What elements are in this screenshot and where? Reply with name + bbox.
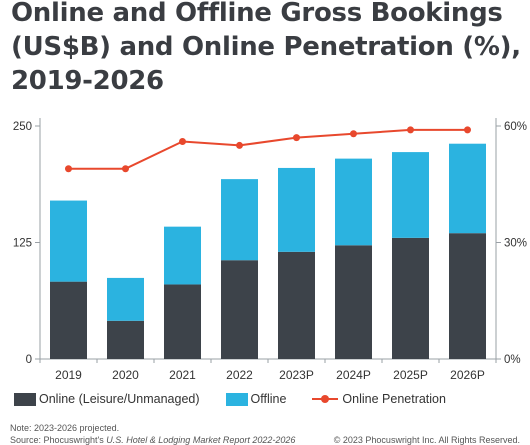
penetration-point xyxy=(350,130,357,138)
penetration-point xyxy=(122,165,129,173)
legend-swatch-offline xyxy=(225,392,248,406)
legend-item-penetration: Online Penetration xyxy=(312,392,446,406)
x-tick-label: 2021 xyxy=(169,368,196,382)
copyright: © 2023 Phocuswright Inc. All Rights Rese… xyxy=(333,435,520,445)
bar-offline xyxy=(107,277,144,321)
source: Source: Phocuswright's U.S. Hotel & Lodg… xyxy=(10,435,295,445)
legend-item-online: Online (Leisure/Unmanaged) xyxy=(14,392,200,406)
bar-online xyxy=(278,251,315,359)
x-tick-label: 2019 xyxy=(55,368,82,382)
legend-item-offline: Offline xyxy=(225,392,287,406)
legend-swatch-penetration xyxy=(312,393,339,405)
bar-offline xyxy=(221,179,258,261)
penetration-point xyxy=(293,134,300,142)
bar-offline xyxy=(449,143,486,234)
bar-online xyxy=(449,233,486,359)
y2-tick-label: 30% xyxy=(504,238,527,250)
bar-online xyxy=(392,237,429,359)
source-title: U.S. Hotel & Lodging Market Report 2022-… xyxy=(106,435,296,445)
axes xyxy=(35,118,501,363)
x-tick-label: 2023P xyxy=(279,368,314,382)
penetration-point xyxy=(65,165,72,173)
bar-offline xyxy=(335,158,372,246)
legend-label-penetration: Online Penetration xyxy=(342,392,446,406)
legend-swatch-online xyxy=(14,392,36,406)
penetration-point xyxy=(407,126,414,134)
penetration-point xyxy=(464,126,471,134)
penetration-line xyxy=(65,126,471,173)
bar-online xyxy=(221,260,258,359)
legend-label-online: Online (Leisure/Unmanaged) xyxy=(39,392,200,406)
bar-offline xyxy=(278,167,315,252)
bars xyxy=(50,143,486,359)
y2-tick-label: 0% xyxy=(504,354,521,366)
penetration-point xyxy=(179,138,186,146)
legend: Online (Leisure/Unmanaged) Offline Onlin… xyxy=(14,392,524,406)
bar-online xyxy=(50,281,87,359)
source-prefix: Source: Phocuswright's xyxy=(10,435,107,445)
chart: 0 125 250 0% 30% 60% 2019 2020 2021 2022 2023P 2024… xyxy=(13,118,527,382)
x-tick-label: 2025P xyxy=(393,368,428,382)
legend-label-offline: Offline xyxy=(250,392,287,406)
penetration-point xyxy=(236,141,243,149)
bar-offline xyxy=(50,200,87,282)
chart-title: Online and Offline Gross Bookings (US$B)… xyxy=(11,0,521,96)
penetration-line-path xyxy=(68,128,468,170)
bar-online xyxy=(107,320,144,359)
x-tick-label: 2022 xyxy=(226,368,253,382)
y-tick-label: 125 xyxy=(13,238,32,250)
y2-tick-label: 60% xyxy=(504,121,527,133)
x-tick-label: 2020 xyxy=(112,368,139,382)
y-tick-label: 250 xyxy=(13,121,32,133)
x-tick-label: 2024P xyxy=(336,368,371,382)
tick-labels: 0 125 250 0% 30% 60% 2019 2020 2021 2022 2023P 2024… xyxy=(13,121,527,382)
bar-online xyxy=(335,245,372,359)
footnote: Note: 2023-2026 projected. xyxy=(10,423,120,433)
bar-offline xyxy=(164,226,201,285)
x-tick-label: 2026P xyxy=(450,368,485,382)
bar-online xyxy=(164,284,201,359)
bar-offline xyxy=(392,152,429,238)
y-tick-label: 0 xyxy=(26,354,32,366)
